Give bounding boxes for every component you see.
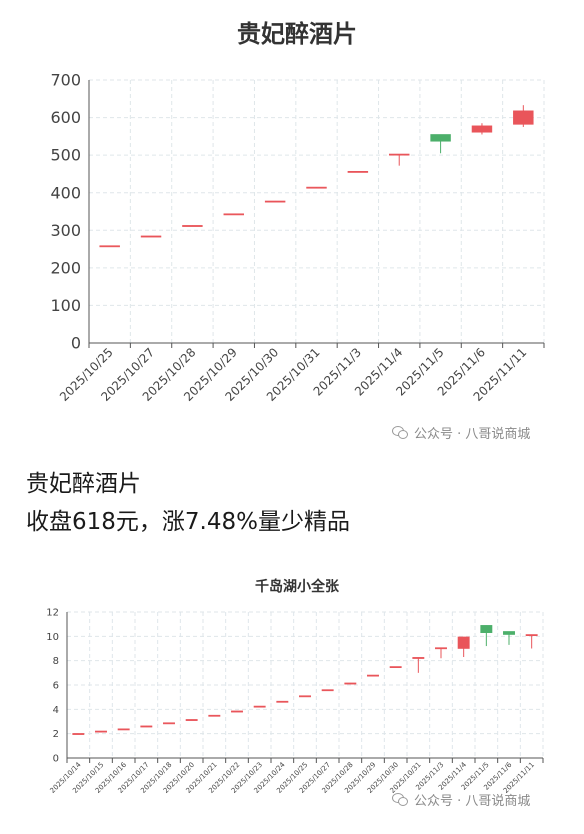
chart1-candle-body bbox=[306, 186, 327, 189]
chart2-y-tick-label: 6 bbox=[53, 681, 59, 692]
chart2-candle-body bbox=[185, 719, 198, 721]
chart2-title: 千岛湖小全张 bbox=[255, 578, 340, 595]
chart1-candle-body bbox=[223, 213, 245, 216]
chart1-candle-body bbox=[264, 200, 286, 203]
chart2-candle-body bbox=[457, 636, 470, 649]
chart1-title: 贵妃醉酒片 bbox=[237, 20, 357, 48]
chart1-candle-body bbox=[182, 225, 203, 227]
chart1-candle-body bbox=[99, 245, 120, 248]
wechat-icon bbox=[392, 793, 409, 806]
chart2-candle-body bbox=[435, 647, 447, 650]
chart1-y-tick-label: 0 bbox=[71, 334, 81, 353]
chart2-candle-body bbox=[117, 728, 130, 731]
chart1-y-tick-label: 400 bbox=[50, 183, 81, 202]
chart-guifei-zuijiu: 贵妃醉酒片01002003004005006007002025/10/25202… bbox=[50, 20, 545, 404]
chart2-candle-body bbox=[163, 722, 175, 725]
chart2-candle-body bbox=[231, 710, 243, 713]
chart1-y-tick-label: 200 bbox=[50, 258, 81, 277]
chart2-candle-body bbox=[367, 674, 379, 677]
chart2-candle-body bbox=[389, 666, 402, 669]
chart2-candle-body bbox=[321, 689, 334, 692]
chart2-y-tick-label: 4 bbox=[53, 705, 59, 716]
chart2-y-tick-label: 8 bbox=[53, 656, 59, 667]
chart1-candle-body bbox=[513, 110, 534, 125]
caption-summary: 收盘618元，涨7.48%量少精品 bbox=[26, 509, 350, 535]
chart1-candle-body bbox=[471, 125, 493, 133]
watermark-bottom-text: 公众号 · 八哥说商城 bbox=[414, 794, 531, 809]
chart1-candle-body bbox=[430, 134, 451, 142]
chart2-y-tick-label: 12 bbox=[46, 608, 59, 619]
caption-title: 贵妃醉酒片 bbox=[26, 471, 141, 497]
chart2-candle-body bbox=[412, 657, 425, 659]
chart1-y-tick-label: 300 bbox=[50, 221, 81, 240]
chart2-candle-body bbox=[72, 733, 85, 735]
chart2-candle-body bbox=[140, 725, 153, 728]
watermark-top: 公众号 · 八哥说商城 bbox=[392, 423, 530, 442]
wechat-icon bbox=[392, 426, 409, 439]
chart1-y-tick-label: 600 bbox=[50, 108, 81, 127]
chart1-candle-body bbox=[347, 170, 369, 173]
chart2-candle-body bbox=[95, 730, 107, 733]
chart2-candle-body bbox=[503, 631, 515, 635]
chart1-candle-body bbox=[140, 235, 162, 238]
chart2-candle-body bbox=[276, 700, 289, 703]
chart1-y-tick-label: 700 bbox=[50, 71, 81, 90]
chart2-y-tick-label: 10 bbox=[46, 632, 59, 643]
chart-qiandaohu: 千岛湖小全张0246810122025/10/142025/10/152025/… bbox=[46, 578, 544, 795]
chart2-candle-body bbox=[525, 634, 538, 637]
watermark-bottom: 公众号 · 八哥说商城 bbox=[392, 790, 530, 809]
chart2-y-tick-label: 2 bbox=[53, 729, 59, 740]
chart2-candle-body bbox=[344, 682, 357, 685]
chart2-y-tick-label: 0 bbox=[53, 754, 59, 765]
chart2-candle-body bbox=[253, 705, 266, 708]
watermark-top-text: 公众号 · 八哥说商城 bbox=[414, 427, 531, 442]
chart1-candle-body bbox=[388, 153, 410, 156]
chart1-y-tick-label: 500 bbox=[50, 146, 81, 165]
chart1-y-tick-label: 100 bbox=[50, 296, 81, 315]
chart2-candle-body bbox=[208, 714, 221, 717]
chart2-candle-body bbox=[299, 695, 311, 698]
chart2-candle-body bbox=[480, 625, 493, 633]
